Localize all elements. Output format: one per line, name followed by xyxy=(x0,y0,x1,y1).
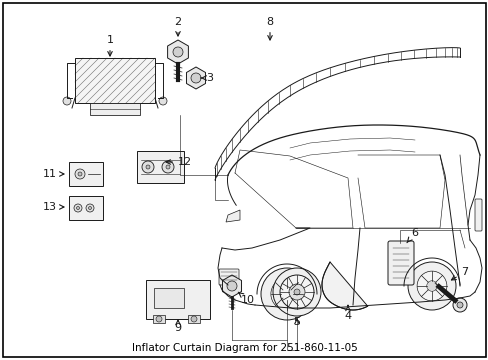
FancyBboxPatch shape xyxy=(137,151,183,183)
Text: 3: 3 xyxy=(201,73,213,83)
Circle shape xyxy=(261,268,312,320)
Bar xyxy=(187,315,200,323)
FancyBboxPatch shape xyxy=(387,241,413,285)
FancyBboxPatch shape xyxy=(474,199,481,231)
Bar xyxy=(75,58,155,103)
FancyBboxPatch shape xyxy=(69,162,103,186)
Circle shape xyxy=(270,278,303,310)
Circle shape xyxy=(288,284,305,300)
Circle shape xyxy=(281,288,292,300)
FancyBboxPatch shape xyxy=(146,280,209,319)
Circle shape xyxy=(146,165,150,169)
Polygon shape xyxy=(186,67,205,89)
Circle shape xyxy=(76,207,80,210)
Text: 8: 8 xyxy=(266,17,273,40)
Polygon shape xyxy=(222,275,241,297)
Circle shape xyxy=(272,268,320,316)
Circle shape xyxy=(407,262,455,310)
Circle shape xyxy=(280,275,313,309)
Circle shape xyxy=(173,47,183,57)
Text: 4: 4 xyxy=(344,305,351,321)
Bar xyxy=(153,315,164,323)
Text: 6: 6 xyxy=(406,228,418,243)
Circle shape xyxy=(191,316,197,322)
Text: 11: 11 xyxy=(43,169,64,179)
Polygon shape xyxy=(225,210,240,222)
FancyBboxPatch shape xyxy=(219,269,239,285)
Circle shape xyxy=(142,161,154,173)
Text: 7: 7 xyxy=(450,267,468,280)
Bar xyxy=(90,103,140,115)
Polygon shape xyxy=(321,262,367,310)
Text: 12: 12 xyxy=(166,157,192,167)
Circle shape xyxy=(156,316,162,322)
Circle shape xyxy=(191,73,201,83)
Text: 1: 1 xyxy=(106,35,113,56)
Circle shape xyxy=(162,161,174,173)
Text: 5: 5 xyxy=(293,317,300,327)
Circle shape xyxy=(159,97,167,105)
Circle shape xyxy=(86,204,94,212)
Circle shape xyxy=(165,165,170,169)
Circle shape xyxy=(74,204,82,212)
Circle shape xyxy=(426,281,436,291)
Text: 13: 13 xyxy=(43,202,64,212)
Circle shape xyxy=(78,172,82,176)
Polygon shape xyxy=(167,40,188,64)
Circle shape xyxy=(75,169,85,179)
Circle shape xyxy=(226,281,237,291)
Circle shape xyxy=(63,97,71,105)
Circle shape xyxy=(416,271,446,301)
Bar xyxy=(154,288,183,308)
Circle shape xyxy=(456,302,462,308)
Circle shape xyxy=(293,289,299,295)
Circle shape xyxy=(88,207,91,210)
Text: 2: 2 xyxy=(174,17,181,36)
Text: 9: 9 xyxy=(174,320,181,333)
Text: 10: 10 xyxy=(238,292,254,305)
FancyBboxPatch shape xyxy=(69,196,103,220)
Circle shape xyxy=(452,298,466,312)
Text: Inflator Curtain Diagram for 251-860-11-05: Inflator Curtain Diagram for 251-860-11-… xyxy=(131,343,357,353)
